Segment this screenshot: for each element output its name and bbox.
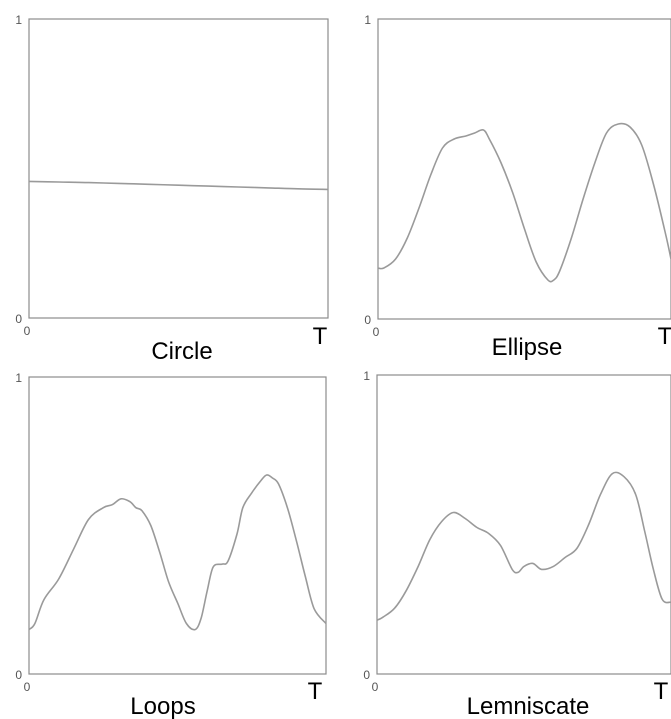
- plot-frame: [28, 18, 329, 319]
- x-axis-end-label: T: [654, 678, 669, 705]
- x-axis-start-label: 0: [373, 325, 380, 339]
- y-axis-max-label: 1: [15, 371, 22, 385]
- chart-title: Circle: [151, 338, 212, 365]
- x-axis-end-label: T: [313, 323, 328, 350]
- y-axis-max-label: 1: [15, 13, 22, 27]
- chart-title: Loops: [130, 693, 195, 719]
- x-axis-start-label: 0: [372, 680, 379, 694]
- plot-frame: [28, 376, 327, 675]
- y-axis-min-label: 0: [15, 312, 22, 326]
- x-axis-start-label: 0: [24, 680, 31, 694]
- y-axis-max-label: 1: [364, 13, 371, 27]
- x-axis-start-label: 0: [24, 324, 31, 338]
- chart-title: Lemniscate: [467, 693, 590, 719]
- chart-title: Ellipse: [492, 334, 563, 361]
- series-line: [28, 180, 329, 191]
- chart-panel: 1 00 T Lemniscate: [363, 369, 671, 719]
- y-axis-max-label: 1: [363, 369, 370, 383]
- chart-panel: 1 00 T Circle: [15, 13, 329, 365]
- chart-panel: 1 00 T Loops: [15, 371, 327, 719]
- y-axis-min-label: 0: [364, 313, 371, 327]
- y-axis-min-label: 0: [363, 668, 370, 682]
- plot-frame: [376, 374, 671, 675]
- x-axis-end-label: T: [658, 323, 671, 350]
- chart-panel: 1 00 T Ellipse: [364, 13, 671, 361]
- series-line: [376, 471, 671, 621]
- y-axis-min-label: 0: [15, 668, 22, 682]
- series-line: [377, 122, 671, 283]
- x-axis-end-label: T: [308, 678, 323, 705]
- series-line: [28, 474, 327, 631]
- plot-frame: [377, 18, 671, 320]
